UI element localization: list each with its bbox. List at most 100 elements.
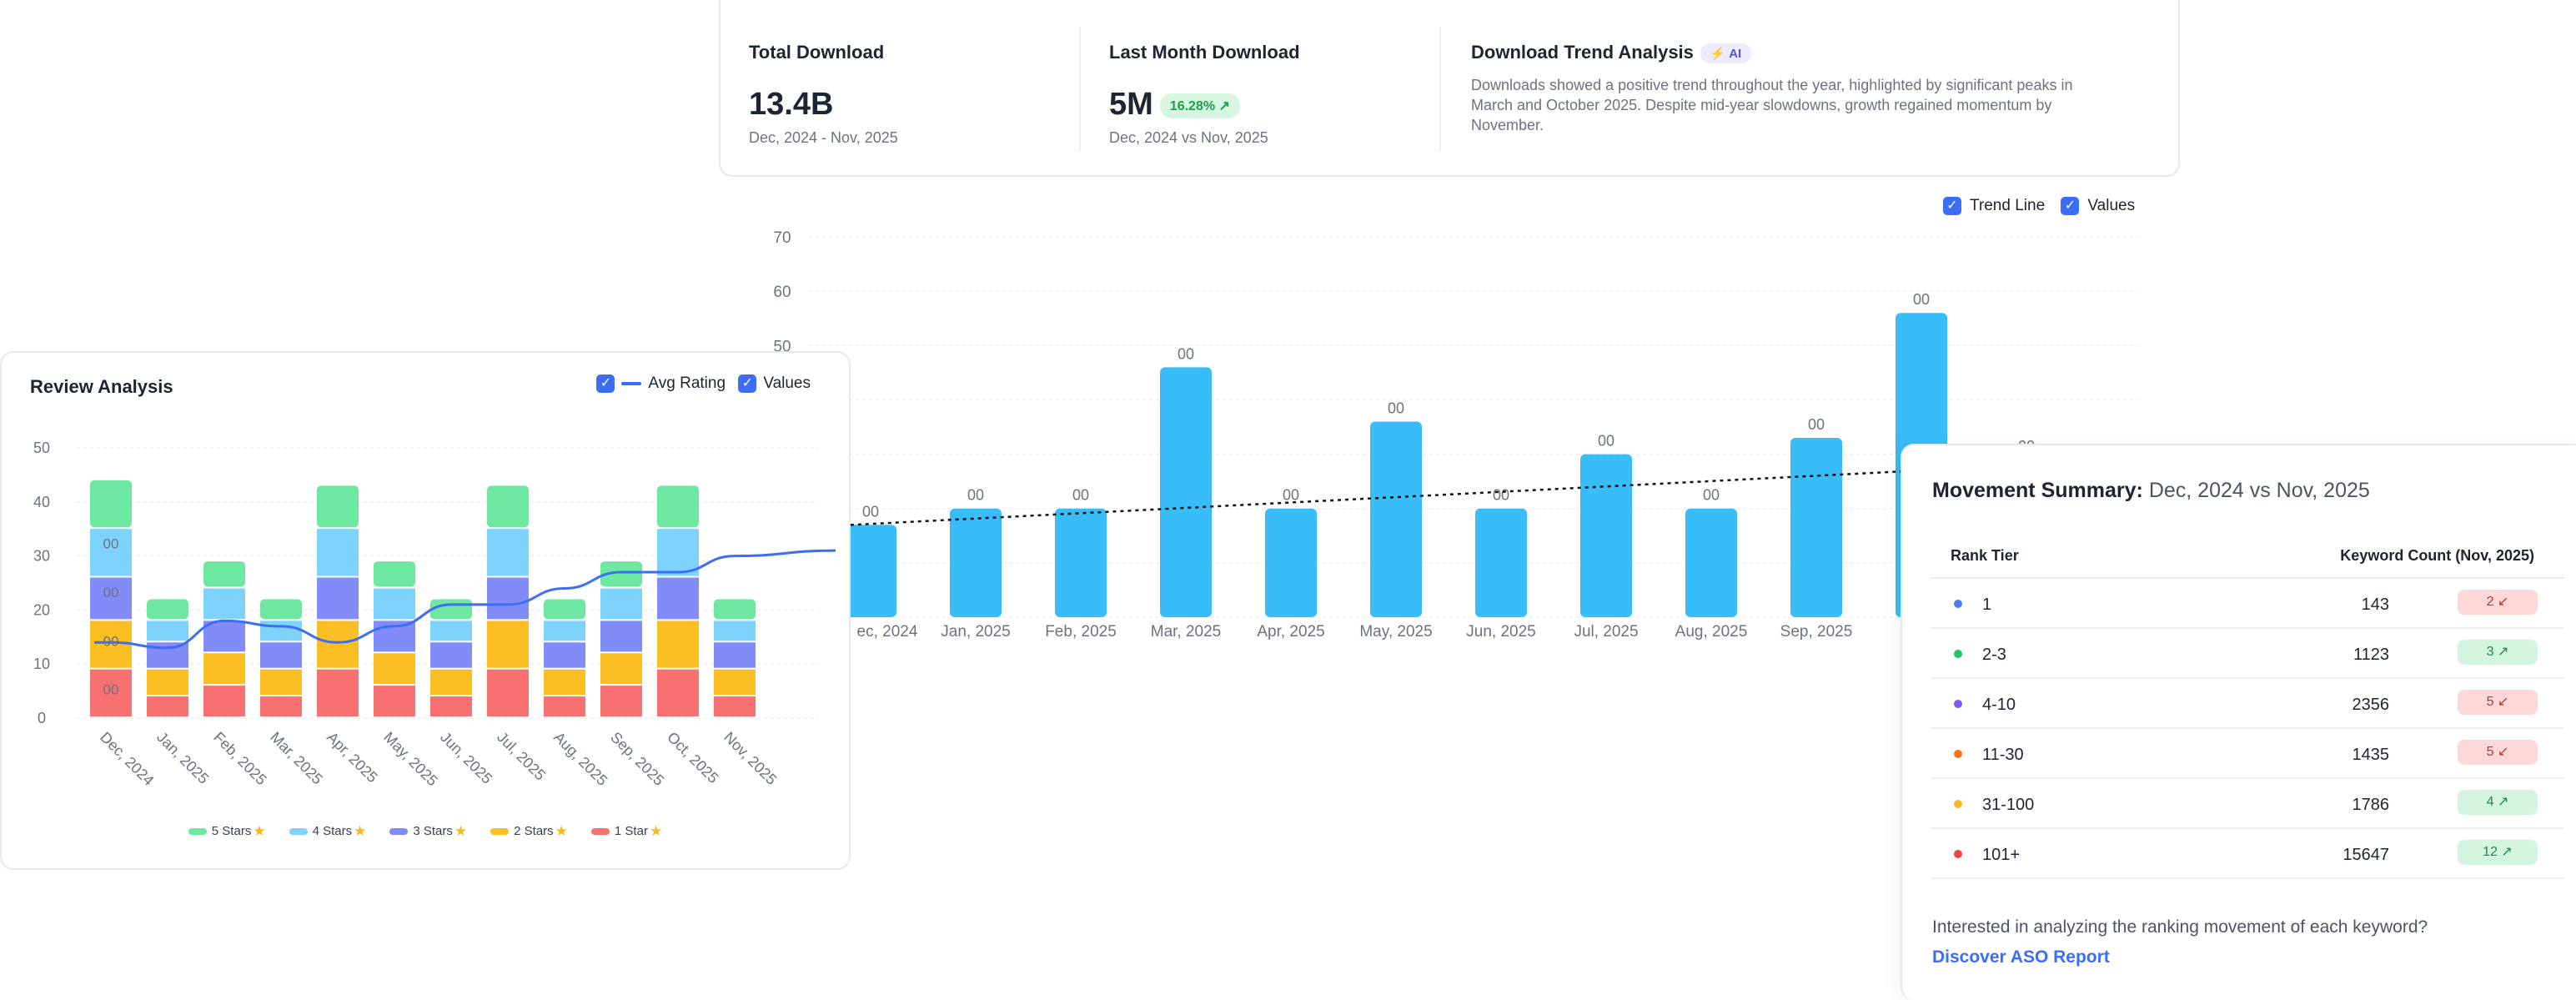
stack-segment [487, 485, 529, 528]
x-tick-label: ec, 2024 [857, 623, 918, 641]
bar-value-label: 00 [1808, 416, 1825, 433]
stack-segment [714, 621, 756, 641]
segment-value-label: 00 [103, 536, 119, 552]
stack-segment [430, 621, 472, 641]
stack-segment [147, 599, 188, 620]
stack-segment [600, 561, 642, 587]
stack-segment [430, 669, 472, 696]
trend-line-checkbox[interactable]: ✓ [1943, 197, 1961, 215]
stack-segment [544, 669, 585, 696]
y-tick-label: 40 [33, 494, 50, 510]
stack-segment [90, 480, 132, 528]
review-values-label: Values [763, 374, 811, 392]
stack-segment [317, 529, 359, 576]
stack-segment [260, 669, 302, 696]
ai-badge[interactable]: ⚡ AI [1700, 43, 1752, 64]
stars-legend: 5 Stars ★ 4 Stars ★ 3 Stars ★ 2 Stars ★ 1 Star ★ [2, 823, 849, 840]
stack-segment [544, 642, 585, 668]
legend-label: 3 Stars [413, 823, 453, 838]
review-values-checkbox[interactable]: ✓ [738, 374, 757, 393]
x-tick-label: Apr, 2025 [324, 729, 381, 786]
keyword-count: 2356 [2352, 696, 2390, 714]
avg-rating-checkbox[interactable]: ✓ [596, 374, 615, 393]
x-tick-label: Feb, 2025 [210, 729, 269, 788]
x-tick-label: Aug, 2025 [550, 729, 610, 789]
total-download-stat: Total Download 13.4B Dec, 2024 - Nov, 20… [749, 42, 898, 147]
review-analysis-card: Review Analysis ✓ Avg Rating ✓ Values 0 10 2… [0, 351, 851, 870]
bar-value-label: 00 [1493, 487, 1509, 504]
trend-title-row: Download Trend Analysis ⚡ AI [1471, 42, 2105, 64]
stack-segment [600, 653, 642, 685]
stack-segment [374, 588, 415, 620]
stack-segment [544, 599, 585, 620]
table-row: 4-10 2356 5 ↙ [1931, 679, 2564, 729]
bar [1370, 421, 1422, 617]
stack-segment [430, 642, 472, 668]
legend-label: 2 Stars [514, 823, 554, 838]
total-download-title: Total Download [749, 42, 885, 63]
stars-legend-item[interactable]: 1 Star ★ [590, 823, 662, 840]
change-badge: 2 ↙ [2458, 590, 2538, 615]
star-icon: ★ [454, 823, 468, 839]
stack-segment [90, 577, 132, 620]
values-checkbox[interactable]: ✓ [2061, 197, 2080, 215]
bar-value-label: 00 [1703, 487, 1720, 504]
legend-swatch [490, 828, 510, 835]
x-tick-label: Sep, 2025 [607, 729, 667, 789]
table-row: 31-100 1786 4 ↗ [1931, 779, 2564, 829]
review-legend: ✓ Avg Rating ✓ Values [596, 374, 819, 393]
trend-description: Downloads showed a positive trend throug… [1471, 77, 2073, 134]
aso-question: Interested in analyzing the ranking move… [1932, 917, 2428, 937]
discover-aso-link[interactable]: Discover ASO Report [1932, 947, 2110, 967]
segment-value-label: 00 [103, 682, 119, 698]
avg-rating-line [93, 549, 836, 650]
stars-legend-item[interactable]: 2 Stars ★ [490, 823, 568, 840]
bar-value-label: 00 [1178, 345, 1194, 362]
trend-analysis: Download Trend Analysis ⚡ AI Downloads sh… [1471, 42, 2105, 135]
x-tick-label: Jun, 2025 [437, 729, 495, 787]
segment-value-label: 00 [103, 585, 119, 601]
stack-segment [544, 696, 585, 716]
stack-segment [374, 653, 415, 685]
x-tick-label: Mar, 2025 [1151, 623, 1222, 641]
stack-segment [90, 669, 132, 716]
stars-legend-item[interactable]: 5 Stars ★ [188, 823, 266, 840]
movement-period: Dec, 2024 vs Nov, 2025 [2148, 479, 2370, 502]
tier-dot-icon [1954, 600, 1962, 608]
tier-dot-icon [1954, 800, 1962, 808]
keyword-count: 1435 [2352, 746, 2390, 764]
x-tick-label: Jan, 2025 [153, 729, 212, 787]
x-tick-label: Apr, 2025 [1257, 623, 1324, 641]
stack-segment [203, 588, 245, 620]
col-keyword-count: Keyword Count (Nov, 2025) [2340, 547, 2534, 564]
stack-segment [260, 621, 302, 641]
stack-segment [374, 686, 415, 716]
rank-tier: 11-30 [1982, 746, 2024, 764]
keyword-count: 143 [2361, 595, 2389, 614]
bar-value-label: 00 [1388, 399, 1404, 416]
y-tick-label: 10 [33, 656, 50, 672]
divider [1439, 27, 1441, 152]
bar-value-label: 00 [1072, 487, 1089, 504]
last-month-value-row: 5M 16.28% ↗ [1109, 87, 1300, 123]
avg-rating-label: Avg Rating [648, 374, 726, 392]
legend-swatch [289, 828, 308, 835]
table-row: 101+ 15647 12 ↗ [1931, 829, 2564, 879]
stack-segment [317, 485, 359, 528]
stars-legend-item[interactable]: 3 Stars ★ [389, 823, 467, 840]
y-tick-label: 60 [773, 284, 791, 301]
table-row: 11-30 1435 5 ↙ [1931, 729, 2564, 779]
stack-segment [714, 599, 756, 620]
stack-segment [147, 621, 188, 641]
stack-segment [147, 696, 188, 716]
stack-segment [430, 696, 472, 716]
stack-segment [657, 621, 699, 668]
stack-segment [203, 561, 245, 587]
rank-tier: 4-10 [1982, 696, 2016, 714]
stack-segment [544, 621, 585, 641]
x-tick-label: Nov, 2025 [721, 729, 780, 788]
stars-legend-item[interactable]: 4 Stars ★ [289, 823, 366, 840]
stack-segment [487, 669, 529, 716]
stack-segment [317, 621, 359, 668]
